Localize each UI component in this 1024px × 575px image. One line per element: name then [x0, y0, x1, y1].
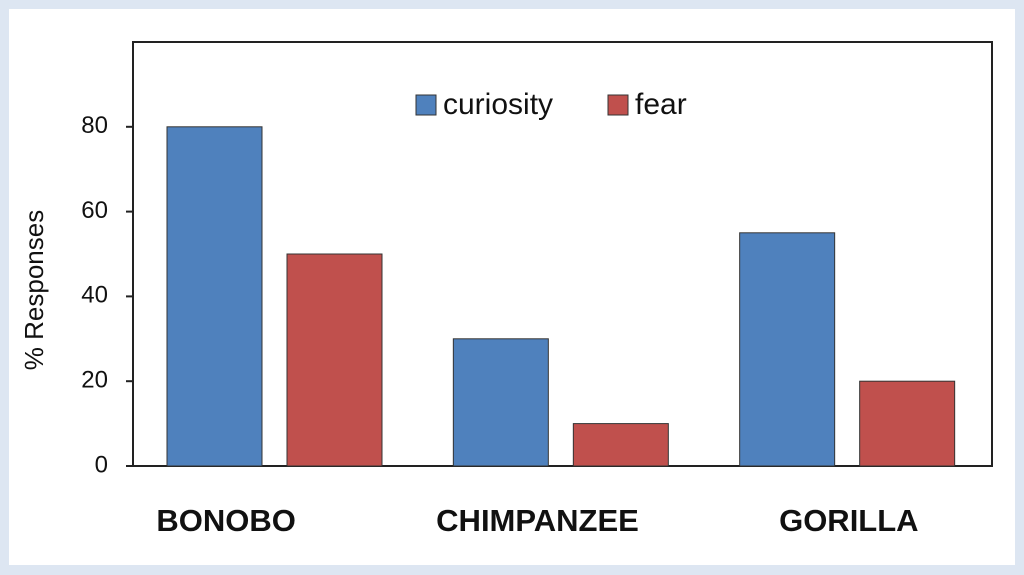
legend-label: curiosity: [443, 88, 553, 121]
y-axis-label: % Responses: [19, 210, 49, 370]
y-tick-label: 20: [81, 367, 108, 394]
bar: [739, 232, 836, 467]
y-tick-label: 80: [81, 112, 108, 139]
bar: [572, 423, 669, 467]
y-tick-label: 0: [95, 451, 108, 478]
legend-label: fear: [635, 88, 687, 121]
legend-swatch: [415, 94, 437, 116]
bar: [166, 126, 263, 467]
bar: [286, 253, 383, 467]
bar: [452, 338, 549, 467]
x-tick-label: GORILLA: [779, 503, 919, 538]
x-tick-label: CHIMPANZEE: [436, 503, 639, 538]
y-tick-label: 60: [81, 197, 108, 224]
y-tick-label: 40: [81, 282, 108, 309]
plot-frame: [132, 41, 993, 467]
legend-swatch: [607, 94, 629, 116]
x-tick-label: BONOBO: [156, 503, 296, 538]
bar: [859, 380, 956, 467]
